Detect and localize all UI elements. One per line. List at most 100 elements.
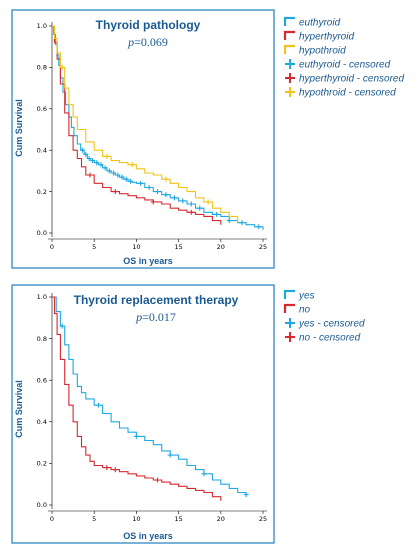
- censor-mark-yes: [243, 492, 249, 498]
- censor-mark-hypothroid: [205, 199, 211, 205]
- legend-label: no - censored: [299, 333, 361, 344]
- km-curve-euthyroid: [52, 25, 264, 230]
- y-tick-label: 0.6: [37, 376, 47, 384]
- censor-mark-hypothroid: [163, 176, 169, 182]
- x-tick-label: 15: [174, 515, 182, 523]
- legend-label: hypothroid - censored: [299, 88, 396, 99]
- y-axis-title: Cum Survival: [14, 99, 24, 157]
- censor-mark-no: [112, 467, 118, 473]
- censor-mark-euthyroid: [171, 195, 177, 201]
- legend-step-swatch: [283, 30, 295, 40]
- plot-frame: [11, 284, 275, 544]
- censor-mark-euthyroid: [83, 151, 89, 157]
- legend-item: euthyroid: [283, 16, 341, 29]
- p-value-text: =0.069: [134, 35, 168, 49]
- censor-mark-hyperthyroid: [188, 209, 194, 215]
- legend-label: hyperthyroid: [299, 32, 354, 43]
- censor-mark-yes: [167, 452, 173, 458]
- censor-mark-euthyroid: [90, 158, 96, 164]
- km-chart-thyroid-replacement: Thyroid replacement therapy p=0.017 OS i…: [0, 275, 420, 550]
- km-curve-yes: [52, 296, 247, 495]
- legend-item: yes: [283, 289, 315, 302]
- censor-mark-euthyroid: [127, 178, 133, 184]
- legend-label: yes: [298, 291, 315, 302]
- legend-step-swatch: [283, 303, 295, 313]
- x-tick-label: 15: [174, 243, 182, 251]
- censor-mark-yes: [95, 402, 101, 408]
- chart-title: Thyroid replacement therapy: [74, 293, 239, 307]
- censor-mark-euthyroid: [146, 184, 152, 190]
- censor-mark-hyperthyroid: [150, 199, 156, 205]
- y-tick-label: 0.4: [37, 418, 47, 426]
- x-tick-label: 20: [217, 515, 225, 523]
- legend-item: yes - censored: [285, 318, 365, 330]
- censor-mark-euthyroid: [94, 160, 100, 166]
- censor-mark-hypothroid: [59, 64, 65, 70]
- legend-item: euthyroid - censored: [285, 59, 391, 71]
- x-tick-label: 20: [217, 243, 225, 251]
- censor-mark-hyperthyroid: [87, 172, 93, 178]
- y-tick-label: 0.0: [37, 229, 47, 237]
- censor-mark-euthyroid: [123, 176, 129, 182]
- censor-mark-euthyroid: [214, 211, 220, 217]
- censor-mark-euthyroid: [115, 172, 121, 178]
- y-tick-label: 0.0: [37, 501, 47, 509]
- legend-step-swatch: [283, 44, 295, 54]
- censor-mark-euthyroid: [197, 205, 203, 211]
- p-value-label: p: [135, 310, 142, 324]
- x-tick-label: 25: [259, 243, 267, 251]
- p-value-label: p: [127, 35, 134, 49]
- x-tick-label: 5: [92, 243, 96, 251]
- y-tick-label: 0.2: [37, 188, 47, 196]
- legend-label: yes - censored: [298, 319, 365, 330]
- censor-mark-euthyroid: [180, 198, 186, 204]
- censor-mark-hypothroid: [129, 162, 135, 168]
- chart-title: Thyroid pathology: [96, 18, 201, 32]
- censor-mark-euthyroid: [226, 218, 232, 224]
- x-tick-label: 0: [50, 243, 54, 251]
- legend-label: hypothroid: [299, 46, 346, 57]
- plot-frame: [11, 9, 275, 269]
- y-tick-label: 0.6: [37, 105, 47, 113]
- legend-item: no - censored: [285, 332, 361, 344]
- x-tick-label: 0: [50, 515, 54, 523]
- y-tick-label: 0.8: [37, 64, 47, 72]
- legend-label: euthyroid - censored: [299, 60, 391, 71]
- km-curve-hypothroid: [52, 25, 239, 223]
- censor-mark-euthyroid: [119, 174, 125, 180]
- censor-mark-euthyroid: [138, 180, 144, 186]
- p-value: p=0.017: [135, 310, 176, 324]
- legend-label: hyperthyroid - censored: [299, 74, 404, 85]
- x-tick-label: 10: [132, 515, 140, 523]
- legend-label: euthyroid: [299, 18, 341, 29]
- censor-mark-euthyroid: [256, 224, 262, 230]
- y-tick-label: 0.4: [37, 146, 47, 154]
- legend-item: hyperthyroid: [283, 30, 354, 43]
- censor-mark-euthyroid: [98, 162, 104, 168]
- chart-svg: Thyroid pathology p=0.069 OS in years Cu…: [11, 9, 404, 269]
- censor-mark-euthyroid: [155, 189, 160, 195]
- legend-item: hypothroid: [283, 44, 346, 57]
- y-tick-label: 1.0: [37, 22, 47, 30]
- censor-mark-euthyroid: [163, 192, 169, 198]
- x-tick-label: 10: [132, 243, 140, 251]
- censor-mark-euthyroid: [86, 155, 92, 161]
- x-tick-label: 5: [92, 515, 96, 523]
- censor-mark-hypothroid: [104, 153, 110, 159]
- censor-mark-yes: [59, 323, 65, 329]
- legend-step-swatch: [283, 16, 295, 26]
- p-value: p=0.069: [127, 35, 168, 49]
- chart-svg: Thyroid replacement therapy p=0.017 OS i…: [11, 284, 365, 544]
- x-tick-label: 25: [259, 515, 267, 523]
- p-value-text: =0.017: [142, 310, 176, 324]
- x-axis-title: OS in years: [123, 256, 173, 266]
- censor-mark-hyperthyroid: [112, 189, 118, 195]
- legend-label: no: [299, 305, 311, 316]
- censor-mark-euthyroid: [106, 168, 112, 174]
- censor-mark-no: [155, 477, 160, 483]
- legend-step-swatch: [283, 289, 295, 299]
- legend-item: hyperthyroid - censored: [285, 73, 404, 85]
- censor-mark-euthyroid: [111, 170, 117, 176]
- km-chart-thyroid-pathology: Thyroid pathology p=0.069 OS in years Cu…: [11, 9, 404, 269]
- km-curve-hyperthyroid: [52, 25, 222, 225]
